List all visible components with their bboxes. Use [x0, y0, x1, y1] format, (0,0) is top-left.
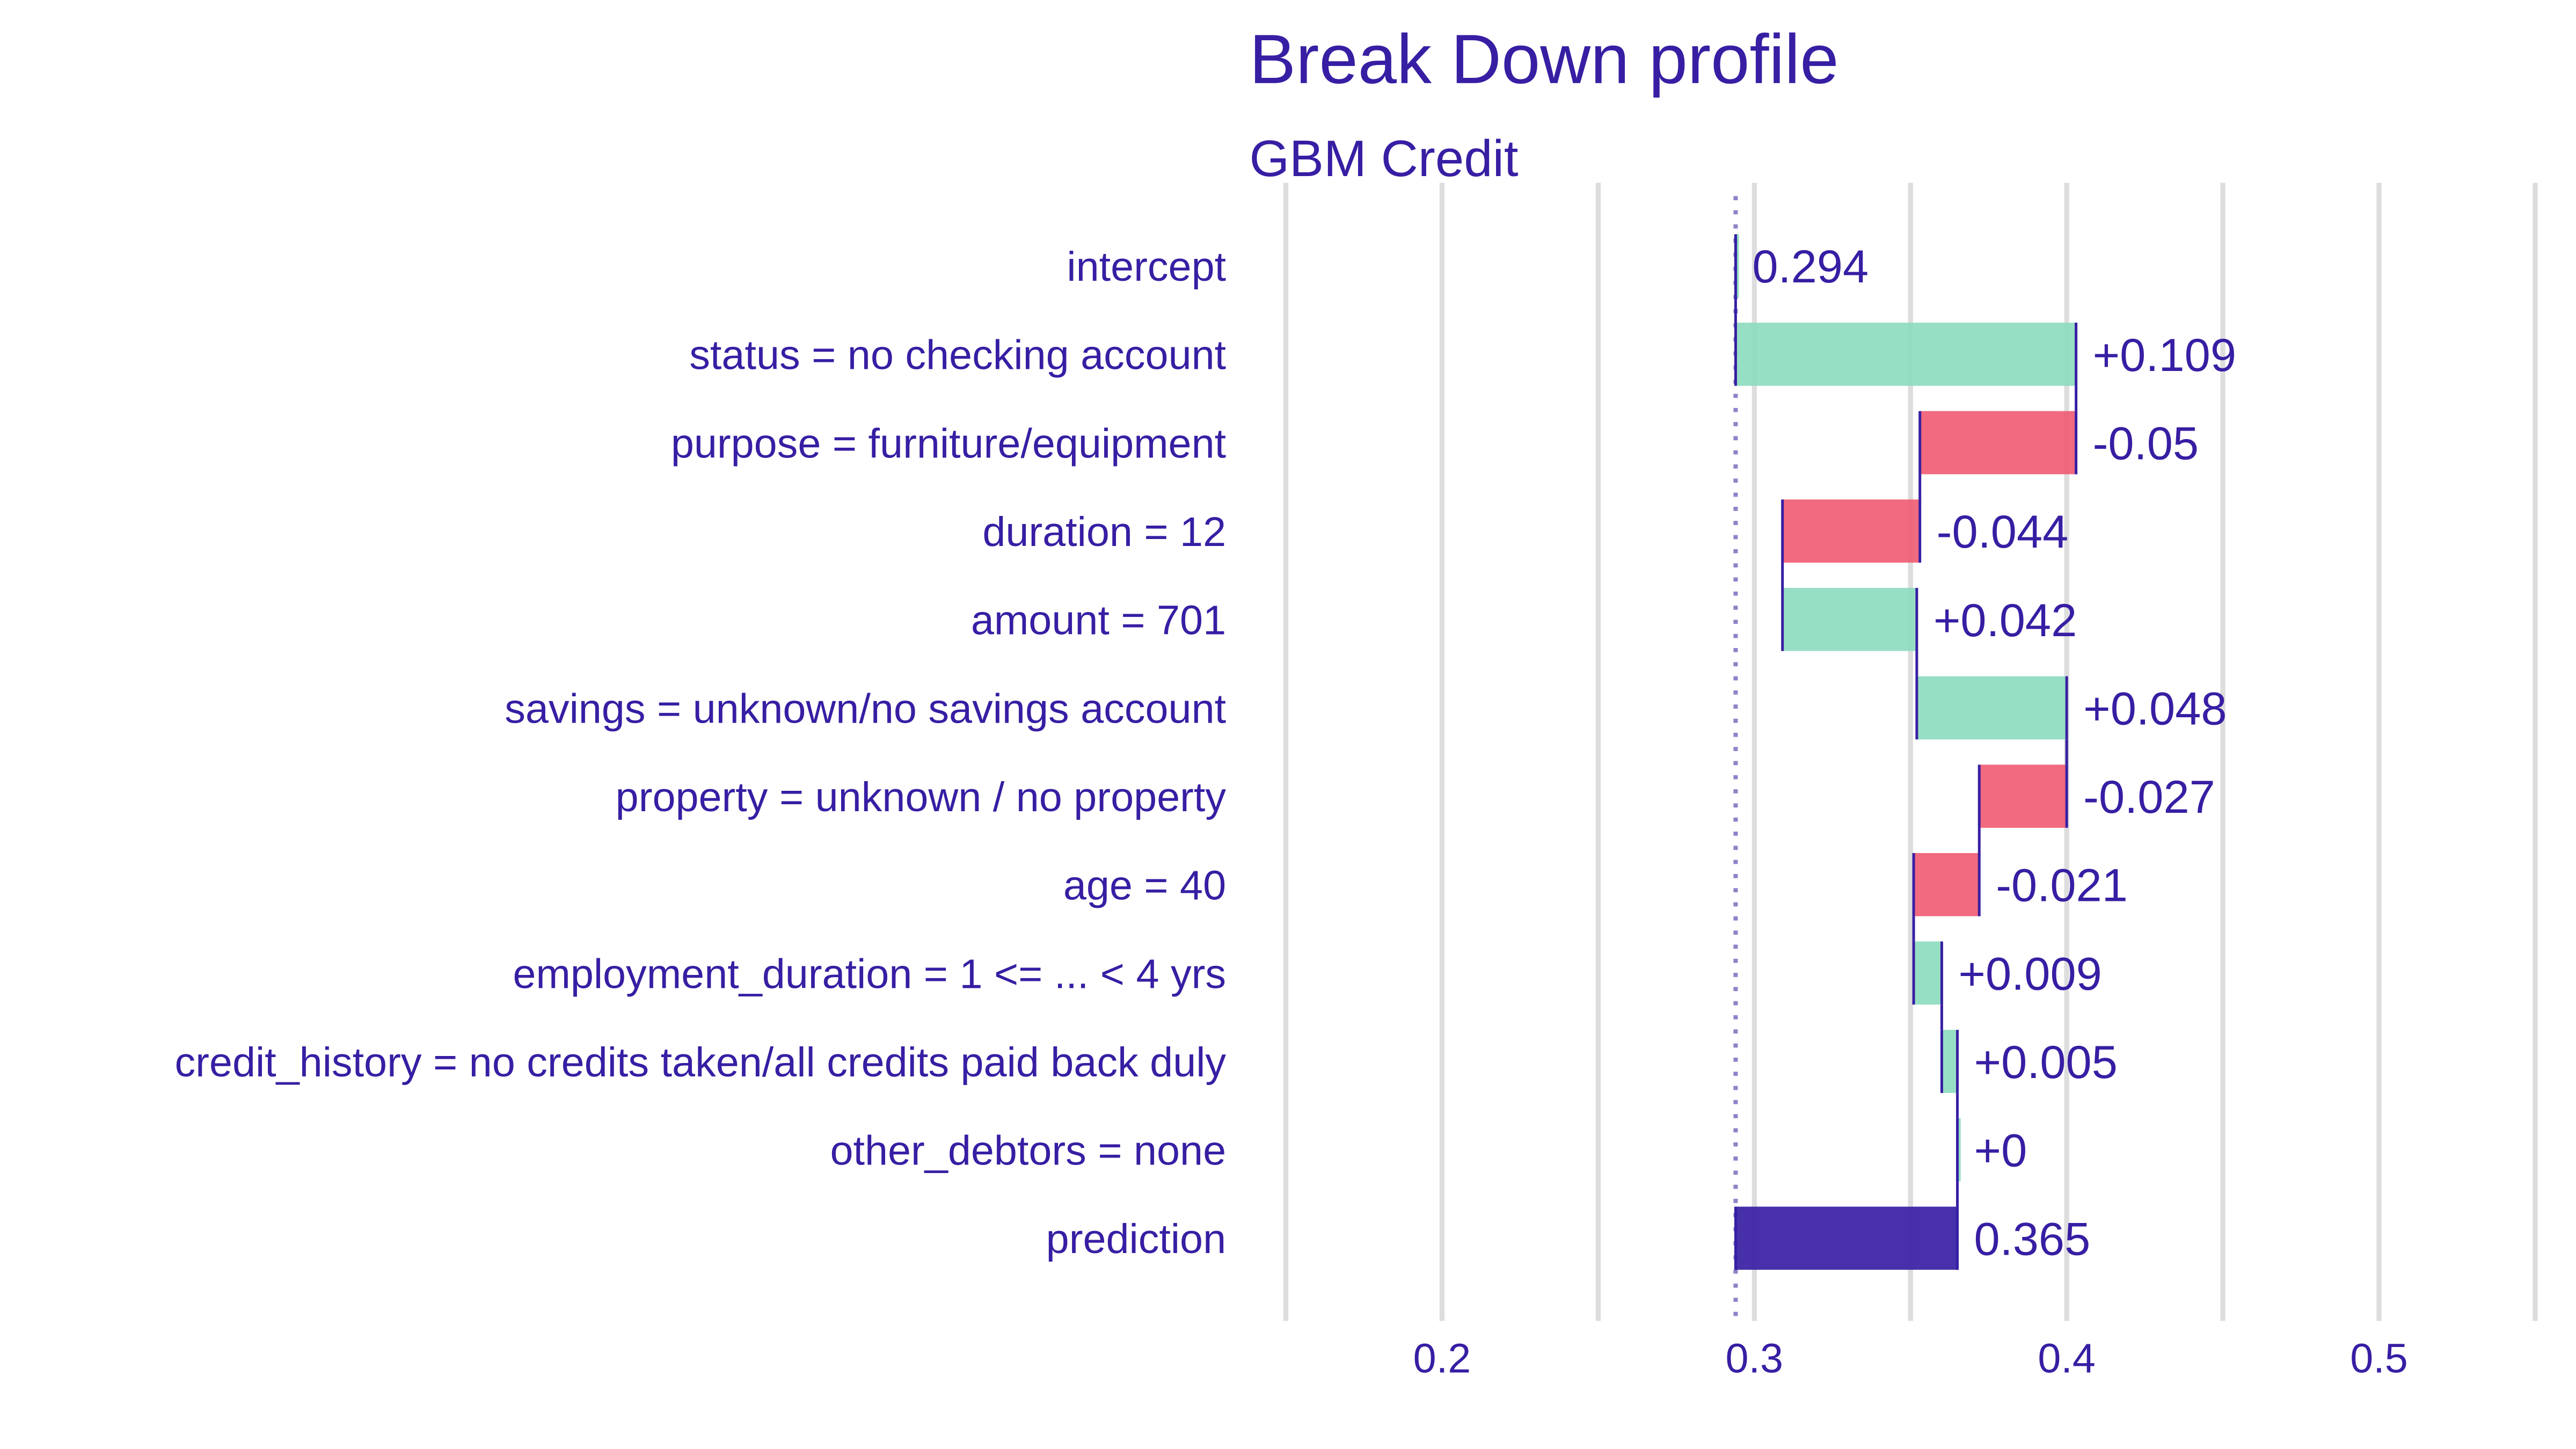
value-label: +0.109	[2093, 330, 2236, 381]
feature-label: intercept	[1067, 244, 1226, 290]
feature-label: duration = 12	[982, 509, 1226, 555]
feature-label: employment_duration = 1 <= ... < 4 yrs	[513, 951, 1226, 997]
feature-label: credit_history = no credits taken/all cr…	[174, 1039, 1226, 1086]
value-label: +0.009	[1958, 948, 2101, 1000]
bar-negative	[1914, 853, 1980, 916]
bar-positive	[1735, 323, 2076, 386]
feature-label: age = 40	[1063, 863, 1226, 909]
x-tick-label: 0.3	[1726, 1335, 1784, 1381]
x-tick-label: 0.2	[1413, 1335, 1471, 1381]
bar-positive	[1957, 1118, 1961, 1182]
bar-positive	[1914, 941, 1942, 1005]
value-label: -0.044	[1937, 506, 2069, 558]
bar-positive	[1782, 588, 1917, 651]
x-tick-label: 0.5	[2350, 1335, 2408, 1381]
value-label: 0.294	[1752, 241, 1869, 293]
feature-label: property = unknown / no property	[616, 774, 1227, 820]
feature-label: amount = 701	[971, 598, 1226, 644]
bar-prediction	[1735, 1206, 1958, 1270]
value-label: +0.005	[1974, 1037, 2117, 1088]
feature-label: savings = unknown/no savings account	[505, 686, 1226, 732]
chart-subtitle: GBM Credit	[1249, 130, 1518, 187]
value-label: +0.048	[2083, 683, 2227, 734]
contribution-bars	[1734, 234, 2078, 1270]
x-tick-label: 0.4	[2038, 1335, 2096, 1381]
feature-labels: intercept status = no checking account pur…	[174, 244, 1226, 1262]
chart-title: Break Down profile	[1249, 20, 1838, 98]
value-labels: 0.294 +0.109 -0.05 -0.044 +0.042+0.048 -0.027…	[1752, 241, 2236, 1265]
bar-negative	[1920, 411, 2076, 475]
value-label: -0.021	[1996, 860, 2128, 912]
bar-positive	[1942, 1030, 1958, 1093]
feature-label: status = no checking account	[689, 332, 1226, 378]
feature-label: prediction	[1046, 1216, 1226, 1262]
value-label: -0.027	[2083, 771, 2215, 823]
feature-label: other_debtors = none	[830, 1128, 1226, 1174]
bar-negative	[1979, 764, 2067, 828]
value-label: +0.042	[1933, 595, 2077, 646]
value-label: -0.05	[2093, 418, 2199, 469]
value-label: 0.365	[1974, 1213, 2090, 1265]
bar-intercept	[1735, 234, 1739, 298]
value-label: +0	[1974, 1125, 2027, 1177]
feature-label: purpose = furniture/equipment	[671, 420, 1226, 467]
bar-negative	[1782, 499, 1920, 563]
bar-positive	[1916, 676, 2067, 740]
x-axis-ticks: 0.2 0.3 0.4 0.5	[1413, 1335, 2408, 1381]
